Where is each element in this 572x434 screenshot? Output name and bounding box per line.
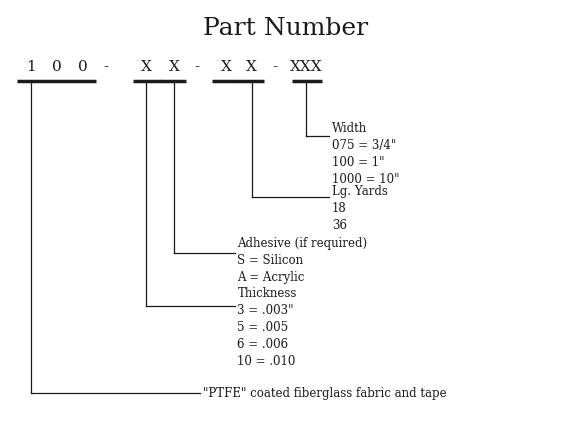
Text: 1: 1	[26, 60, 37, 74]
Text: -: -	[104, 60, 108, 74]
Text: XXX: XXX	[289, 60, 323, 74]
Text: -: -	[272, 60, 277, 74]
Text: Width
075 = 3/4"
100 = 1"
1000 = 10": Width 075 = 3/4" 100 = 1" 1000 = 10"	[332, 122, 399, 185]
Text: X: X	[169, 60, 180, 74]
Text: "PTFE" coated fiberglass fabric and tape: "PTFE" coated fiberglass fabric and tape	[203, 386, 447, 399]
Text: X: X	[220, 60, 232, 74]
Text: X: X	[246, 60, 257, 74]
Text: 0: 0	[52, 60, 62, 74]
Text: 0: 0	[78, 60, 88, 74]
Text: -: -	[195, 60, 200, 74]
Text: Part Number: Part Number	[204, 17, 368, 40]
Text: X: X	[140, 60, 152, 74]
Text: Adhesive (if required)
S = Silicon
A = Acrylic: Adhesive (if required) S = Silicon A = A…	[237, 237, 367, 283]
Text: Lg. Yards
18
36: Lg. Yards 18 36	[332, 184, 388, 231]
Text: Thickness
3 = .003"
5 = .005
6 = .006
10 = .010: Thickness 3 = .003" 5 = .005 6 = .006 10…	[237, 286, 297, 367]
